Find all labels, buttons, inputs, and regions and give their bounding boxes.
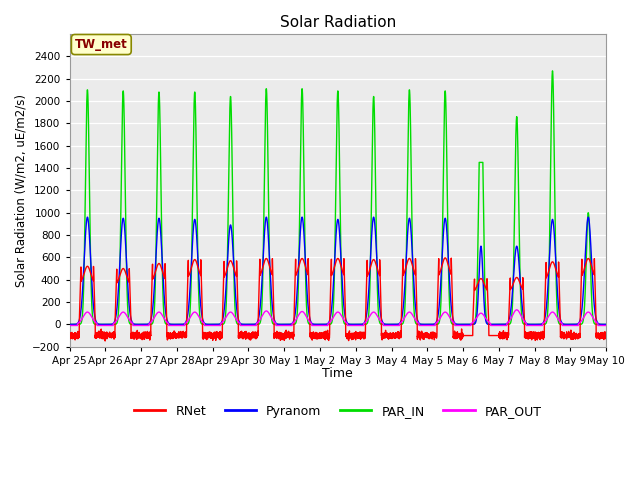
- Y-axis label: Solar Radiation (W/m2, uE/m2/s): Solar Radiation (W/m2, uE/m2/s): [15, 94, 28, 287]
- Legend: RNet, Pyranom, PAR_IN, PAR_OUT: RNet, Pyranom, PAR_IN, PAR_OUT: [129, 400, 547, 423]
- Text: TW_met: TW_met: [75, 38, 128, 51]
- X-axis label: Time: Time: [323, 367, 353, 380]
- Title: Solar Radiation: Solar Radiation: [280, 15, 396, 30]
